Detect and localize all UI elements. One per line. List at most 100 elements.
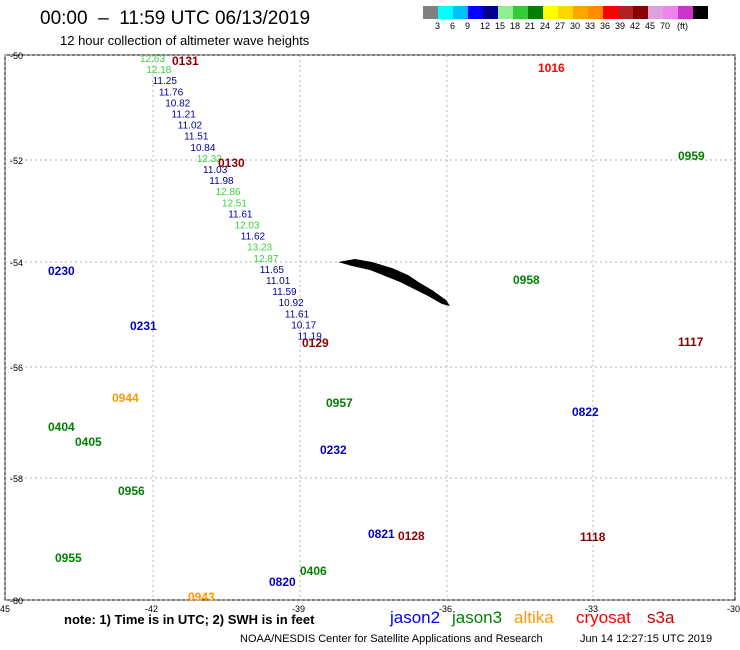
pass-time-label: 1016 xyxy=(538,61,565,75)
sat-jason2: jason2 xyxy=(390,608,441,627)
track-value: 10.92 xyxy=(279,298,304,309)
track-value: 11.98 xyxy=(209,176,234,187)
legend-swatch xyxy=(453,6,468,19)
legend-swatch xyxy=(498,6,513,19)
legend-swatch xyxy=(558,6,573,19)
legend-label: 45 xyxy=(645,21,656,31)
legend-swatch xyxy=(693,6,708,19)
pass-time-label: 0232 xyxy=(320,443,347,457)
pass-time-label: 0820 xyxy=(269,575,296,589)
color-legend xyxy=(423,6,708,19)
legend-swatch xyxy=(483,6,498,19)
legend-label: (ft) xyxy=(677,21,688,31)
legend-swatch xyxy=(573,6,588,19)
legend-swatch xyxy=(423,6,438,19)
pass-time-label: 0128 xyxy=(398,529,425,543)
pass-time-label: 0822 xyxy=(572,405,599,419)
legend-swatch xyxy=(663,6,678,19)
pass-time-label: 0957 xyxy=(326,396,353,410)
legend-swatch xyxy=(633,6,648,19)
lon-label: -36 xyxy=(439,604,452,614)
pass-time-label: 0944 xyxy=(112,391,139,405)
map-frame xyxy=(4,54,736,601)
legend-swatch xyxy=(648,6,663,19)
pass-time-label: 0955 xyxy=(55,551,82,565)
pass-time-label: 0131 xyxy=(172,54,199,68)
track-value: 12.51 xyxy=(222,198,247,209)
lat-label: -80 xyxy=(10,596,23,606)
legend-label: 30 xyxy=(570,21,581,31)
page-subtitle: 12 hour collection of altimeter wave hei… xyxy=(60,33,310,48)
legend-swatch xyxy=(603,6,618,19)
pass-time-label: 0959 xyxy=(678,149,705,163)
pass-time-label: 0958 xyxy=(513,273,540,287)
track-value: 11.21 xyxy=(172,110,197,121)
pass-time-label: 0130 xyxy=(218,156,245,170)
track-value: 11.62 xyxy=(241,232,266,243)
legend-label: 24 xyxy=(540,21,551,31)
track-value: 11.65 xyxy=(260,265,285,276)
legend-label: 15 xyxy=(495,21,506,31)
lat-label: -56 xyxy=(10,363,23,373)
legend-label: 21 xyxy=(525,21,536,31)
pass-time-label: 0230 xyxy=(48,264,75,278)
legend-label: 27 xyxy=(555,21,566,31)
legend-label: 3 xyxy=(435,21,441,31)
track-value: 10.17 xyxy=(291,320,316,331)
legend-label: 18 xyxy=(510,21,521,31)
lon-label: -39 xyxy=(292,604,305,614)
legend-label: 39 xyxy=(615,21,626,31)
track-value: 11.76 xyxy=(159,87,184,98)
lon-label: -42 xyxy=(145,604,158,614)
pass-time-label: 1117 xyxy=(678,335,704,349)
track-value: 12.32 xyxy=(197,154,222,165)
page-title: 00:00 – 11:59 UTC 06/13/2019 xyxy=(40,8,311,29)
track-value: 10.84 xyxy=(190,143,215,154)
legend-swatch xyxy=(678,6,693,19)
track-value: 11.01 xyxy=(266,276,291,287)
pass-time-label: 0943 xyxy=(188,590,215,604)
sat-jason3: jason3 xyxy=(452,608,503,627)
pass-time-label: 0821 xyxy=(368,527,395,541)
lat-label: -58 xyxy=(10,474,23,484)
legend-swatch xyxy=(438,6,453,19)
sat-altika: altika xyxy=(514,608,554,627)
track-value: 11.25 xyxy=(153,76,178,87)
pass-time-label: 0231 xyxy=(130,319,157,333)
lon-label: -33 xyxy=(585,604,598,614)
legend-swatch xyxy=(468,6,483,19)
timestamp: Jun 14 12:27:15 UTC 2019 xyxy=(580,633,713,645)
track-value: 11.51 xyxy=(184,132,209,143)
lon-label: -45 xyxy=(0,604,10,614)
track-value: 12.86 xyxy=(216,187,241,198)
legend-swatch xyxy=(618,6,633,19)
lat-label: -50 xyxy=(10,51,23,61)
legend-label: 36 xyxy=(600,21,611,31)
track-value: 13.23 xyxy=(247,243,272,254)
pass-time-label: 0405 xyxy=(75,435,102,449)
legend-label: 42 xyxy=(630,21,641,31)
sat-s3a: s3a xyxy=(647,608,675,627)
credit-text: NOAA/NESDIS Center for Satellite Applica… xyxy=(240,633,543,645)
track-value: 11.59 xyxy=(272,287,297,298)
track-value: 12.63 xyxy=(140,54,165,65)
track-value: 12.18 xyxy=(146,65,171,76)
sat-cryosat: cryosat xyxy=(576,608,631,627)
pass-time-label: 0406 xyxy=(300,564,327,578)
legend-label: 12 xyxy=(480,21,491,31)
legend-label: 9 xyxy=(465,21,471,31)
legend-swatch xyxy=(528,6,543,19)
legend-label: 33 xyxy=(585,21,596,31)
lon-label: -30 xyxy=(727,604,740,614)
pass-time-label: 0129 xyxy=(302,336,329,350)
pass-time-label: 1118 xyxy=(580,530,606,544)
track-value: 11.19 xyxy=(298,332,323,343)
lat-label: -52 xyxy=(10,156,23,166)
track-value: 12.87 xyxy=(253,254,278,265)
legend-label: 6 xyxy=(450,21,456,31)
track-value: 11.61 xyxy=(228,209,253,220)
legend-swatch xyxy=(588,6,603,19)
track-value: 11.02 xyxy=(178,121,203,132)
legend-swatch xyxy=(543,6,558,19)
island-outline xyxy=(338,259,450,306)
